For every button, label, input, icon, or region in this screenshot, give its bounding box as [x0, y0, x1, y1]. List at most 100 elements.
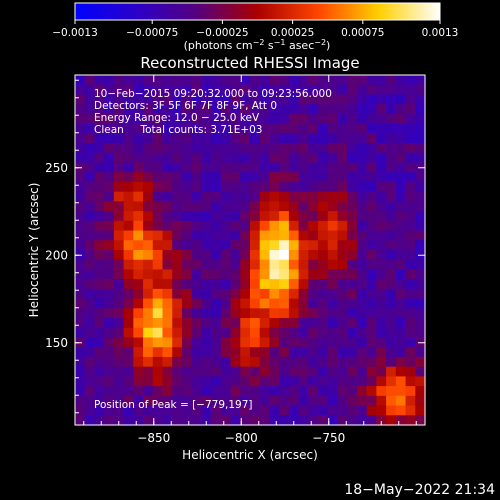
heatmap-cell — [133, 415, 144, 426]
heatmap-cell — [279, 415, 290, 426]
heatmap-cell — [405, 356, 416, 368]
heatmap-cell — [181, 318, 193, 329]
heatmap-cell — [250, 415, 261, 426]
heatmap-cell — [376, 337, 387, 348]
heatmap-cell — [356, 386, 368, 397]
heatmap-cell — [327, 211, 339, 222]
heatmap-cell — [162, 386, 173, 397]
heatmap-cell — [415, 191, 426, 202]
heatmap-cell — [181, 211, 193, 222]
heatmap-cell — [181, 162, 193, 173]
heatmap-cell — [269, 288, 280, 300]
heatmap-cell — [191, 172, 202, 183]
heatmap-cell — [201, 279, 212, 290]
heatmap-cell — [230, 259, 241, 271]
heatmap-cell — [162, 181, 173, 193]
heatmap-cell — [84, 386, 96, 397]
heatmap-cell — [94, 191, 105, 202]
heatmap-cell — [337, 162, 348, 173]
heatmap-cell — [84, 318, 96, 329]
heatmap-cell — [386, 337, 397, 348]
heatmap-cell — [288, 230, 300, 241]
timestamp: 18−May−2022 21:34 — [344, 482, 495, 498]
heatmap-cell — [366, 288, 377, 300]
heatmap-cell — [162, 240, 173, 251]
heatmap-cell — [172, 259, 183, 271]
heatmap-cell — [288, 356, 300, 368]
heatmap-cell — [240, 201, 251, 212]
heatmap-cell — [395, 94, 407, 105]
heatmap-cell — [220, 133, 232, 144]
heatmap-cell — [133, 318, 144, 329]
heatmap-cell — [376, 113, 387, 125]
heatmap-cell — [152, 143, 164, 154]
heatmap-cell — [152, 123, 164, 134]
heatmap-cell — [298, 318, 309, 329]
heatmap-cell — [104, 152, 115, 164]
heatmap-cell — [269, 104, 280, 115]
heatmap-cell — [250, 288, 261, 300]
heatmap-cell — [318, 113, 329, 125]
heatmap-cell — [337, 84, 348, 96]
heatmap-cell — [104, 113, 115, 125]
heatmap-cell — [181, 366, 193, 377]
heatmap-cell — [318, 104, 329, 115]
heatmap-cell — [113, 405, 125, 416]
heatmap-cell — [84, 133, 96, 144]
heatmap-cell — [152, 327, 164, 339]
heatmap-cell — [230, 308, 241, 319]
heatmap-cell — [220, 259, 232, 271]
heatmap-cell — [133, 123, 144, 134]
heatmap-cell — [172, 152, 183, 164]
heatmap-cell — [318, 386, 329, 397]
heatmap-cell — [123, 298, 134, 309]
heatmap-cell — [279, 230, 290, 241]
heatmap-cell — [172, 288, 183, 300]
heatmap-cell — [327, 143, 339, 154]
heatmap-cell — [240, 84, 251, 96]
heatmap-cell — [288, 133, 300, 144]
heatmap-cell — [75, 366, 86, 377]
colorbar-tick-label: −0.00025 — [196, 27, 248, 39]
heatmap-cell — [172, 181, 183, 193]
heatmap-cell — [259, 308, 271, 319]
heatmap-cell — [191, 113, 202, 125]
heatmap-cell — [279, 162, 290, 173]
heatmap-cell — [269, 143, 280, 154]
heatmap-cell — [133, 133, 144, 144]
heatmap-cell — [308, 201, 319, 212]
heatmap-cell — [250, 356, 261, 368]
heatmap-cell — [405, 191, 416, 202]
heatmap-cell — [405, 366, 416, 377]
heatmap-cell — [162, 308, 173, 319]
heatmap-cell — [288, 386, 300, 397]
heatmap-cell — [123, 318, 134, 329]
heatmap-cell — [143, 191, 154, 202]
heatmap-cell — [395, 104, 407, 115]
heatmap-cell — [269, 337, 280, 348]
heatmap-cell — [94, 288, 105, 300]
heatmap-cell — [113, 230, 125, 241]
heatmap-cell — [172, 162, 183, 173]
heatmap-cell — [143, 327, 154, 339]
heatmap-cell — [376, 259, 387, 271]
heatmap-cell — [220, 113, 232, 125]
heatmap-cell — [191, 250, 202, 261]
heatmap-cell — [327, 113, 339, 125]
heatmap-cell — [250, 327, 261, 339]
chart-title: Reconstructed RHESSI Image — [140, 54, 359, 72]
heatmap-cell — [347, 84, 358, 96]
heatmap-cell — [308, 395, 319, 407]
heatmap-cell — [376, 84, 387, 96]
heatmap-cell — [162, 84, 173, 96]
heatmap-cell — [415, 104, 426, 115]
heatmap-cell — [386, 181, 397, 193]
heatmap-cell — [347, 386, 358, 397]
heatmap-cell — [75, 181, 86, 193]
heatmap-cell — [327, 123, 339, 134]
heatmap-cell — [386, 298, 397, 309]
heatmap-cell — [211, 386, 222, 397]
heatmap-cell — [201, 395, 212, 407]
heatmap-cell — [113, 113, 125, 125]
heatmap-cell — [143, 123, 154, 134]
